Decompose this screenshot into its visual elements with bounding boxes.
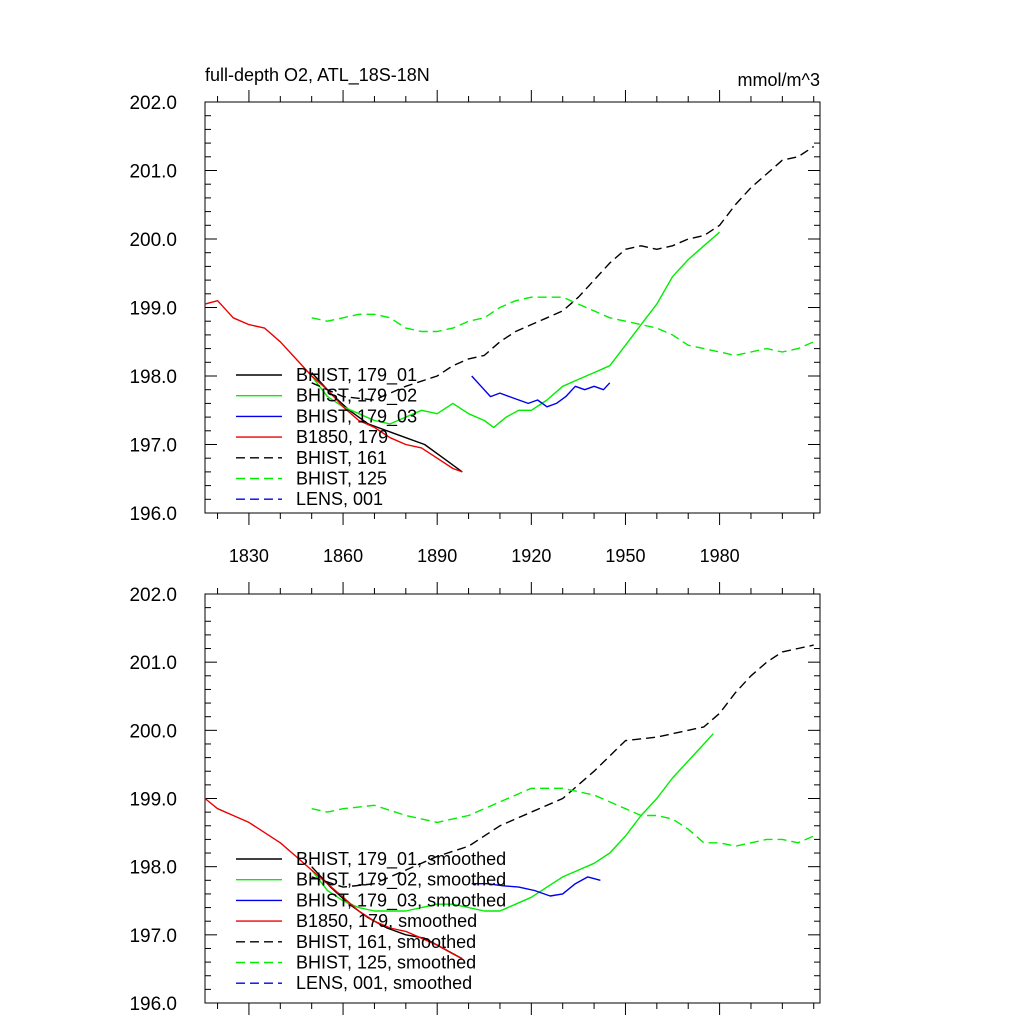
x-tick-label: 1920	[511, 546, 551, 566]
legend-label: BHIST, 161, smoothed	[296, 932, 476, 952]
legend-label: BHIST, 161	[296, 448, 387, 468]
legend-label: BHIST, 179_01, smoothed	[296, 849, 506, 870]
y-tick-label: 201.0	[129, 653, 177, 674]
legend-label: LENS, 001	[296, 489, 383, 509]
chart-units-label: mmol/m^3	[738, 70, 820, 90]
x-tick-label: 1890	[417, 546, 457, 566]
series-line	[311, 372, 463, 473]
legend-label: B1850, 179, smoothed	[296, 911, 477, 931]
y-tick-label: 198.0	[129, 858, 177, 879]
legend-label: BHIST, 179_01	[296, 365, 417, 386]
legend-label: BHIST, 179_02	[296, 386, 417, 407]
legend-label: BHIST, 125	[296, 469, 387, 489]
series-line	[204, 300, 463, 473]
panel-smoothed: 196.0 197.0 198.0 199.0 200.0 201.0 202.0 BHIST…	[129, 582, 821, 1015]
x-tick-label: 1830	[229, 546, 269, 566]
panel-raw: 1830 1860 1890 1920 1950 1980 196.0 197.0 198.0 1…	[129, 90, 821, 566]
y-tick-label: 198.0	[129, 367, 177, 388]
y-tick-label: 202.0	[129, 93, 177, 114]
y-tick-label: 199.0	[129, 790, 177, 811]
y-tick-label: 197.0	[129, 436, 177, 457]
series-line	[311, 145, 815, 401]
y-tick-label: 196.0	[129, 504, 177, 525]
y-tick-label: 200.0	[129, 230, 177, 251]
series-line	[311, 733, 714, 912]
y-tick-label: 196.0	[129, 994, 177, 1015]
series-line	[311, 231, 721, 429]
series-line	[471, 876, 601, 897]
x-tick-label: 1980	[700, 546, 740, 566]
chart-title: full-depth O2, ATL_18S-18N	[205, 65, 430, 86]
legend-label: BHIST, 125, smoothed	[296, 953, 476, 973]
legend-label: BHIST, 179_02, smoothed	[296, 870, 506, 891]
legend-label: BHIST, 179_03	[296, 406, 417, 427]
x-tick-label: 1950	[605, 546, 645, 566]
series-line	[311, 787, 814, 847]
series-line	[204, 797, 463, 960]
y-tick-label: 200.0	[129, 721, 177, 742]
legend-label: BHIST, 179_03, smoothed	[296, 890, 506, 911]
y-tick-label: 197.0	[129, 926, 177, 947]
y-tick-label: 201.0	[129, 162, 177, 183]
y-tick-label: 199.0	[129, 299, 177, 320]
series-line	[311, 644, 814, 888]
x-tick-label: 1860	[323, 546, 363, 566]
y-tick-label: 202.0	[129, 585, 177, 606]
legend-label: LENS, 001, smoothed	[296, 973, 472, 993]
legend-label: B1850, 179	[296, 427, 388, 447]
series-line	[311, 296, 814, 357]
series-line	[471, 375, 611, 408]
